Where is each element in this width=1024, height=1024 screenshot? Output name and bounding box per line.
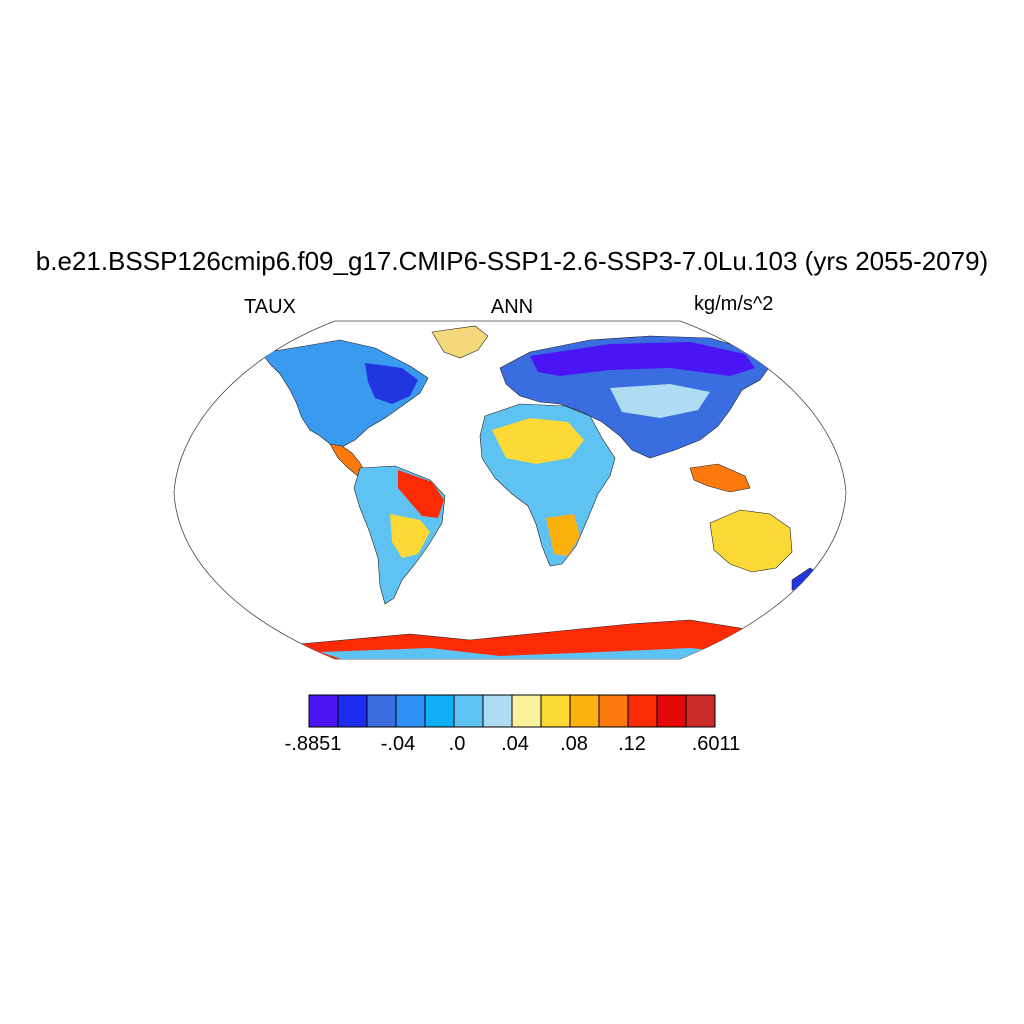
colorbar-box-13 (685, 694, 716, 728)
colorbar-label: .04 (501, 733, 529, 755)
colorbar-box-3 (395, 694, 426, 728)
colorbar (308, 694, 716, 728)
colorbar-box-12 (656, 694, 687, 728)
colorbar-box-9 (569, 694, 600, 728)
region-australia (709, 509, 793, 573)
region-central-asia-light (610, 384, 710, 418)
colorbar-box-10 (598, 694, 629, 728)
colorbar-label: .12 (618, 733, 646, 755)
colorbar-label: -.04 (380, 733, 416, 755)
world-map (173, 320, 847, 660)
colorbar-box-8 (540, 694, 571, 728)
colorbar-label: .6011 (691, 733, 741, 755)
colorbar-box-7 (511, 694, 542, 728)
region-brazil-warm (390, 514, 430, 558)
region-southeast-asia (689, 463, 751, 493)
colorbar-box-2 (366, 694, 397, 728)
colorbar-box-1 (337, 694, 368, 728)
units-label: kg/m/s^2 (694, 293, 774, 315)
colorbar-label: -.8851 (284, 733, 342, 755)
region-sahara-warm (492, 418, 584, 464)
region-siberia-blue (530, 342, 755, 376)
colorbar-box-0 (308, 694, 339, 728)
variable-label: TAUX (244, 296, 296, 318)
colorbar-box-5 (453, 694, 484, 728)
colorbar-box-6 (482, 694, 513, 728)
region-hudson-blue (365, 363, 418, 404)
colorbar-label: .08 (560, 733, 588, 755)
plot-title: b.e21.BSSP126cmip6.f09_g17.CMIP6-SSP1-2.… (35, 246, 989, 276)
region-antarctica-cool (320, 648, 730, 659)
colorbar-box-11 (627, 694, 658, 728)
region-amazon-hot (398, 470, 444, 518)
colorbar-box-4 (424, 694, 455, 728)
region-southern-africa-warm (546, 514, 580, 556)
season-label: ANN (490, 296, 534, 318)
colorbar-label: .0 (448, 733, 466, 755)
region-greenland (431, 325, 489, 359)
